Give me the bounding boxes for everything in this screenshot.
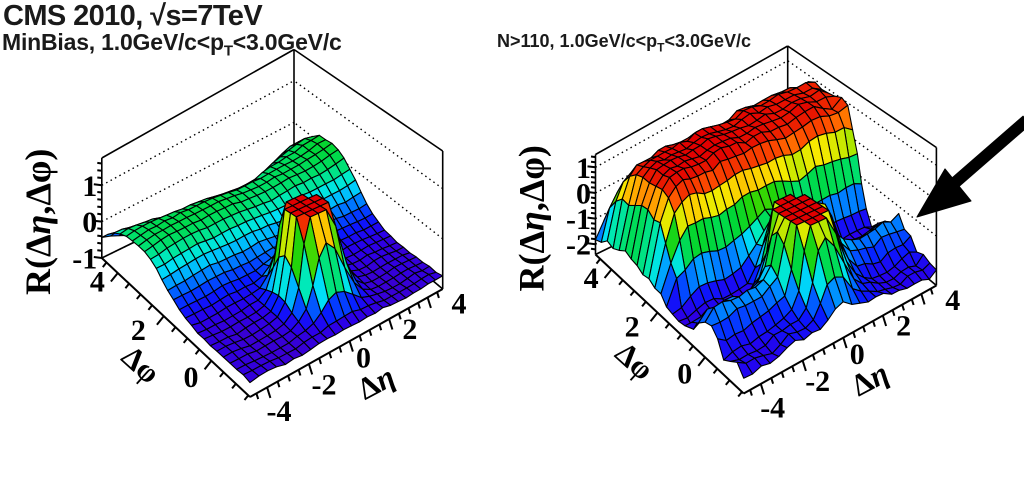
svg-text:4: 4: [452, 288, 467, 321]
svg-text:-4: -4: [760, 392, 785, 425]
svg-text:2: 2: [402, 313, 417, 346]
svg-text:1: 1: [82, 170, 97, 203]
svg-text:-1: -1: [566, 203, 591, 236]
svg-text:-4: -4: [267, 395, 292, 428]
svg-text:0: 0: [850, 338, 865, 371]
svg-text:2: 2: [896, 310, 911, 343]
svg-text:Δφ: Δφ: [609, 335, 661, 387]
svg-text:-2: -2: [312, 368, 337, 401]
svg-text:-2: -2: [805, 365, 830, 398]
svg-text:4: 4: [584, 262, 599, 295]
svg-text:0: 0: [184, 361, 199, 394]
svg-text:-1: -1: [72, 243, 97, 276]
svg-text:0: 0: [82, 206, 97, 239]
svg-text:-2: -2: [566, 229, 591, 262]
svg-text:0: 0: [677, 358, 692, 391]
svg-text:2: 2: [131, 314, 146, 347]
svg-text:0: 0: [576, 178, 591, 211]
svg-text:4: 4: [945, 284, 960, 317]
svg-text:Δφ: Δφ: [115, 339, 167, 391]
svg-text:0: 0: [356, 342, 371, 375]
svg-text:R(Δη,Δφ): R(Δη,Δφ): [18, 149, 58, 295]
svg-text:4: 4: [90, 266, 105, 299]
svg-text:1: 1: [576, 152, 591, 185]
svg-text:R(Δη,Δφ): R(Δη,Δφ): [512, 145, 552, 291]
svg-text:2: 2: [625, 310, 640, 343]
